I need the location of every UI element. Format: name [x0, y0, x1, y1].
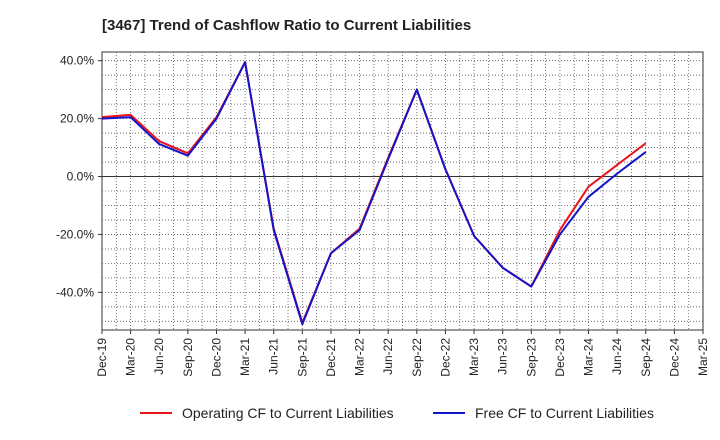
- y-tick-label: -20.0%: [56, 227, 94, 241]
- x-tick-label: Dec-24: [667, 338, 681, 377]
- x-tick-label: Jun-21: [267, 338, 281, 375]
- x-tick-label: Jun-20: [152, 338, 166, 375]
- grid: [101, 51, 704, 331]
- x-tick-label: Sep-22: [410, 338, 424, 377]
- x-tick-label: Jun-23: [496, 338, 510, 375]
- y-tick-label: 40.0%: [60, 54, 94, 68]
- x-tick-label: Dec-23: [553, 338, 567, 377]
- legend-label-2: Free CF to Current Liabilities: [475, 405, 654, 421]
- legend: Operating CF to Current Liabilities Free …: [140, 405, 654, 421]
- y-tick-label: 20.0%: [60, 112, 94, 126]
- x-tick-label: Jun-24: [610, 338, 624, 375]
- x-tick-label: Mar-25: [696, 338, 710, 376]
- x-tick-label: Sep-20: [181, 338, 195, 377]
- axes: 40.0% 20.0% 0.0% -20.0% -40.0% Dec-19 Mar-20 Ju…: [56, 54, 710, 377]
- series-lines: [101, 61, 647, 326]
- series-line-2: [101, 61, 647, 326]
- x-tick-label: Dec-22: [438, 338, 452, 377]
- x-tick-label: Mar-23: [467, 338, 481, 376]
- x-tick-label: Sep-24: [639, 338, 653, 377]
- chart-title: [3467] Trend of Cashflow Ratio to Curren…: [102, 17, 471, 34]
- x-tick-label: Sep-21: [295, 338, 309, 377]
- legend-label-1: Operating CF to Current Liabilities: [182, 405, 394, 421]
- x-tick-label: Mar-20: [124, 338, 138, 376]
- x-tick-label: Dec-20: [209, 338, 223, 377]
- x-tick-label: Mar-24: [582, 338, 596, 376]
- x-tick-label: Mar-22: [353, 338, 367, 376]
- x-tick-label: Dec-21: [324, 338, 338, 377]
- x-tick-label: Sep-23: [524, 338, 538, 377]
- x-tick-label: Dec-19: [95, 338, 109, 377]
- y-tick-label: 0.0%: [67, 170, 95, 184]
- x-tick-label: Mar-21: [238, 338, 252, 376]
- x-tick-label: Jun-22: [381, 338, 395, 375]
- y-tick-label: -40.0%: [56, 285, 94, 299]
